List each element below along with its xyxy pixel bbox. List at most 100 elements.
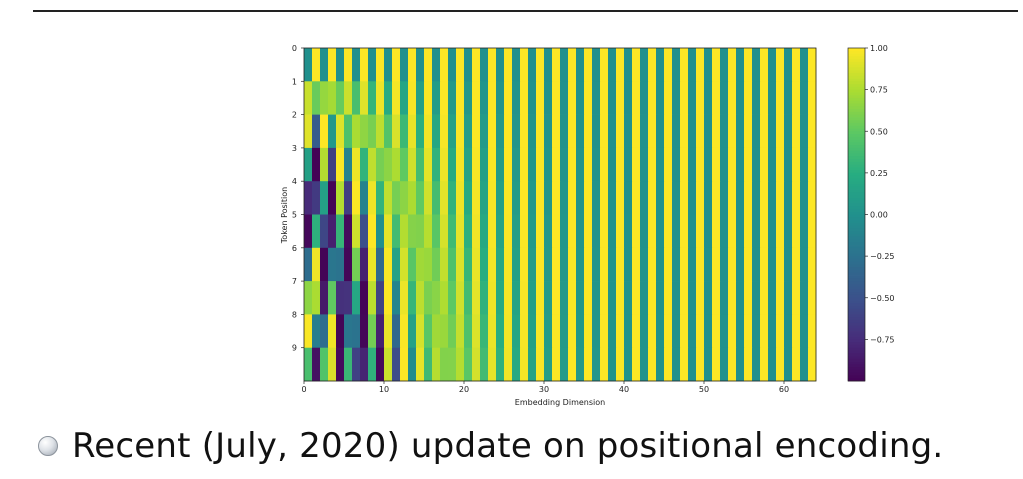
heatmap-cell <box>544 81 553 115</box>
heatmap-cell <box>688 247 697 282</box>
y-axis-label: Token Position <box>280 187 289 244</box>
heatmap-cell <box>744 147 753 182</box>
heatmap-cell <box>640 48 649 82</box>
heatmap-cell <box>800 314 809 349</box>
heatmap-cell <box>576 347 585 382</box>
heatmap-cell <box>744 181 753 215</box>
heatmap-cell <box>624 81 633 115</box>
heatmap-cell <box>760 247 769 282</box>
heatmap-cell <box>552 114 561 149</box>
heatmap-cell <box>560 347 569 382</box>
heatmap-cell <box>328 247 337 282</box>
heatmap-cell <box>392 314 401 349</box>
heatmap-cell <box>560 181 569 215</box>
heatmap-cell <box>608 281 617 315</box>
heatmap-cell <box>344 347 353 382</box>
heatmap-cell <box>608 181 617 215</box>
colorbar-segment <box>848 145 865 149</box>
heatmap-cell <box>400 214 409 249</box>
heatmap-cell <box>304 247 313 282</box>
heatmap-cell <box>664 81 673 115</box>
heatmap-cell <box>752 247 761 282</box>
heatmap-cell <box>696 314 705 349</box>
heatmap-cell <box>560 81 569 115</box>
heatmap-cell <box>528 181 537 215</box>
heatmap-cell <box>808 48 817 82</box>
heatmap-cell <box>528 114 537 149</box>
heatmap-cell <box>456 347 465 382</box>
heatmap-cell <box>416 347 425 382</box>
heatmap-cell <box>328 281 337 315</box>
heatmap-cell <box>472 114 481 149</box>
y-tick-label: 9 <box>292 344 297 353</box>
heatmap-cell <box>704 181 713 215</box>
heatmap-cell <box>392 48 401 82</box>
heatmap-cell <box>784 181 793 215</box>
colorbar-segment <box>848 153 865 157</box>
heatmap-cell <box>336 281 345 315</box>
colorbar-segment <box>848 336 865 340</box>
heatmap-cell <box>480 48 489 82</box>
heatmap-cell <box>744 281 753 315</box>
heatmap-cell <box>648 247 657 282</box>
heatmap-cell <box>312 81 321 115</box>
heatmap-cell <box>448 147 457 182</box>
colorbar-segment <box>848 261 865 265</box>
heatmap-cell <box>392 181 401 215</box>
heatmap-cell <box>496 281 505 315</box>
heatmap-cell <box>696 247 705 282</box>
heatmap-cell <box>424 281 433 315</box>
heatmap-cell <box>408 314 417 349</box>
heatmap-cell <box>408 81 417 115</box>
heatmap-cell <box>536 347 545 382</box>
heatmap-cell <box>512 181 521 215</box>
heatmap-cell <box>680 48 689 82</box>
heatmap-cell <box>608 114 617 149</box>
heatmap-cell <box>672 347 681 382</box>
colorbar-segment <box>848 183 865 188</box>
heatmap-cell <box>792 48 801 82</box>
heatmap-cell <box>400 114 409 149</box>
heatmap-cell <box>728 247 737 282</box>
heatmap-cell <box>760 81 769 115</box>
heatmap-cell <box>400 281 409 315</box>
heatmap-cell <box>720 314 729 349</box>
heatmap-cell <box>552 247 561 282</box>
heatmap-cell <box>688 114 697 149</box>
heatmap-cell <box>328 347 337 382</box>
heatmap-cell <box>552 281 561 315</box>
heatmap-cell <box>576 214 585 249</box>
heatmap-cell <box>560 48 569 82</box>
colorbar-segment <box>848 120 865 124</box>
heatmap-cell <box>672 247 681 282</box>
heatmap-cell <box>304 81 313 115</box>
heatmap-cell <box>680 81 689 115</box>
heatmap-cell <box>488 114 497 149</box>
heatmap-cell <box>784 314 793 349</box>
heatmap-cell <box>376 214 385 249</box>
heatmap-cell <box>488 214 497 249</box>
heatmap-cell <box>320 281 329 315</box>
heatmap-cell <box>704 114 713 149</box>
heatmap-cell <box>496 181 505 215</box>
heatmap-cell <box>632 247 641 282</box>
heatmap-cell <box>408 281 417 315</box>
heatmap-cell <box>736 281 745 315</box>
heatmap-cell <box>688 147 697 182</box>
heatmap-cell <box>640 114 649 149</box>
heatmap-cell <box>520 114 529 149</box>
heatmap-cell <box>472 347 481 382</box>
heatmap-cell <box>480 114 489 149</box>
heatmap-cell <box>704 48 713 82</box>
heatmap-cell <box>752 214 761 249</box>
heatmap-cell <box>576 314 585 349</box>
heatmap-cell <box>504 147 513 182</box>
heatmap-cell <box>376 347 385 382</box>
heatmap-cell <box>424 314 433 349</box>
heatmap-cell <box>656 181 665 215</box>
heatmap-cell <box>344 181 353 215</box>
heatmap-cell <box>616 114 625 149</box>
heatmap-cell <box>392 281 401 315</box>
heatmap-cell <box>344 314 353 349</box>
heatmap-cell <box>416 114 425 149</box>
